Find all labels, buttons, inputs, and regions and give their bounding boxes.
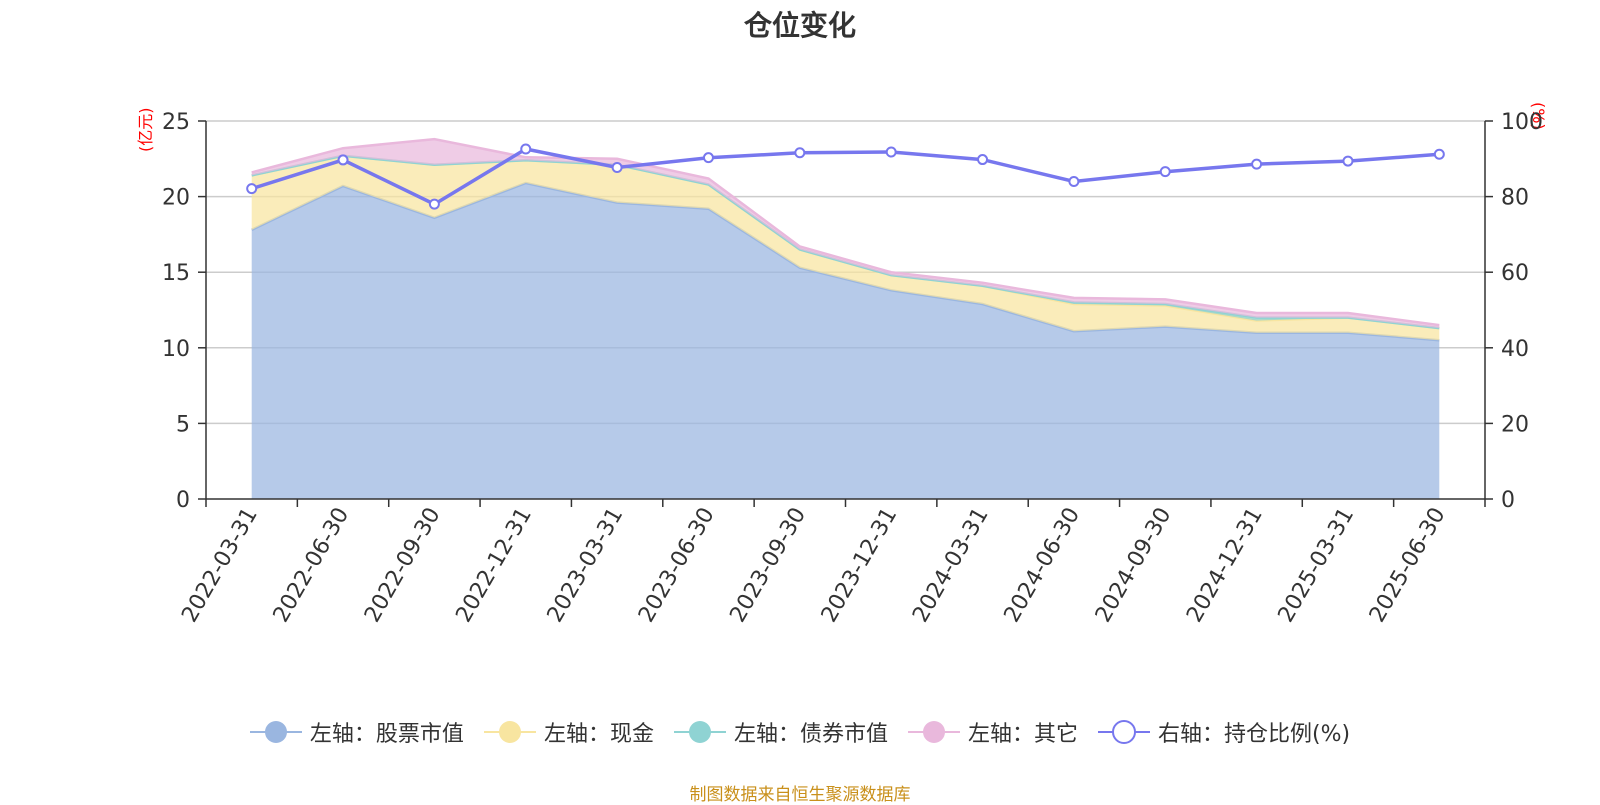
y-left-tick-label: 20 [162, 186, 190, 211]
y-left-tick-label: 25 [162, 110, 190, 135]
legend-ratio-marker-icon [1097, 720, 1150, 744]
x-tick-label: 2022-03-31 [177, 504, 263, 627]
y-right-tick-label: 100 [1501, 110, 1543, 135]
ratio-point [611, 161, 623, 173]
area-line-other [251, 137, 1440, 327]
ratio-point [1159, 166, 1171, 178]
chart-title: 仓位变化 [743, 9, 856, 42]
y-left-tick-label: 5 [176, 412, 190, 437]
ratio-line [251, 147, 1440, 207]
legend-label-stock: 左轴：股票市值 [309, 722, 464, 747]
y-right-tick-label: 60 [1501, 261, 1529, 286]
legend-label-cash: 左轴：现金 [543, 722, 654, 747]
legend-item-other[interactable]: 左轴：其它 [907, 716, 1078, 748]
area-stock [251, 183, 1440, 499]
legend-item-bond[interactable]: 左轴：债券市值 [673, 716, 888, 748]
y-right-tick-label: 0 [1501, 488, 1515, 513]
ratio-point [794, 147, 806, 159]
ratio-point [246, 183, 258, 195]
chart-plot: 0 5 10 15 20 25 0 20 40 60 80 100 2022-03-31 2022-06-… [162, 110, 1543, 627]
legend-label-ratio: 右轴：持仓比例(%) [1157, 722, 1351, 747]
legend-label-other: 左轴：其它 [967, 722, 1078, 747]
y-right-tick-label: 20 [1501, 412, 1529, 437]
ratio-point [1068, 175, 1080, 187]
y-left-tick-label: 10 [162, 337, 190, 362]
legend-item-cash[interactable]: 左轴：现金 [483, 716, 654, 748]
x-tick-label: 2023-12-31 [817, 504, 903, 627]
ratio-point [885, 146, 897, 158]
ratio-point [337, 154, 349, 166]
legend-other-marker-icon [907, 721, 960, 743]
legend-bond-marker-icon [673, 721, 726, 743]
source-note: 制图数据来自恒生聚源数据库 [689, 785, 911, 805]
ratio-point [520, 143, 532, 155]
x-tick-label: 2023-09-30 [725, 504, 811, 627]
legend: 左轴：股票市值 左轴：现金 左轴：债券市值 左轴：其它 右轴：持仓比例(%) [0, 712, 1600, 752]
y-left-tick-label: 15 [162, 261, 190, 286]
legend-item-stock[interactable]: 左轴：股票市值 [249, 716, 464, 748]
x-tick-label: 2024-06-30 [1000, 504, 1086, 627]
ratio-point [428, 198, 440, 210]
ratio-point [977, 154, 989, 166]
legend-label-bond: 左轴：债券市值 [733, 722, 888, 747]
x-tick-label: 2023-03-31 [543, 504, 629, 627]
legend-stock-marker-icon [249, 721, 302, 743]
ratio-point [1433, 148, 1445, 160]
legend-item-ratio[interactable]: 右轴：持仓比例(%) [1097, 716, 1351, 748]
x-tick-label: 2022-09-30 [360, 503, 446, 626]
x-tick-label: 2024-12-31 [1182, 504, 1268, 627]
x-tick-label: 2025-03-31 [1274, 504, 1360, 627]
x-tick-label: 2022-06-30 [269, 504, 355, 627]
y-right-tick-label: 40 [1501, 337, 1529, 362]
area-other [251, 139, 1440, 329]
y-left-tick-label: 0 [176, 488, 190, 513]
ratio-point [702, 152, 714, 164]
x-tick-label: 2024-09-30 [1091, 504, 1177, 627]
x-tick-label: 2022-12-31 [451, 504, 537, 627]
legend-cash-marker-icon [483, 721, 536, 743]
x-tick-label: 2023-06-30 [634, 504, 720, 627]
y-right-tick-label: 80 [1501, 186, 1529, 211]
x-tick-label: 2024-03-31 [908, 503, 994, 626]
x-tick-label: 2025-06-30 [1365, 504, 1451, 627]
ratio-point [1342, 155, 1354, 167]
ratio-point [1251, 158, 1263, 170]
